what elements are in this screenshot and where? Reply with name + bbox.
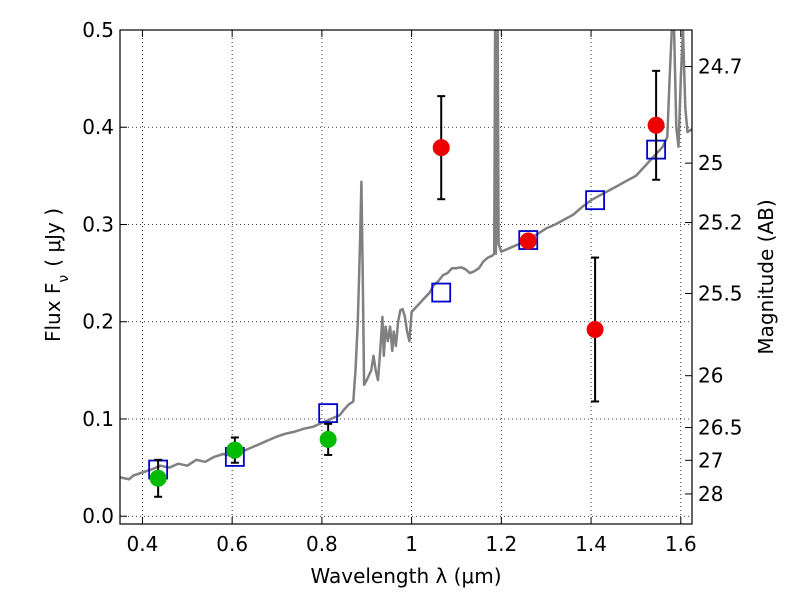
x-tick-label: 1.2 <box>485 532 517 556</box>
y-tick-label: 0.0 <box>82 504 114 528</box>
x-tick-label: 1.6 <box>665 532 697 556</box>
x-tick-label: 0.6 <box>216 532 248 556</box>
y2-tick-label: 28 <box>698 482 723 506</box>
x-tick-label: 0.8 <box>306 532 338 556</box>
model-photometry-square <box>585 190 605 211</box>
y2-tick-label: 25 <box>698 151 723 175</box>
infrared-data-point <box>647 116 665 134</box>
y-tick-label: 0.1 <box>82 407 114 431</box>
infrared-data-point <box>586 321 604 339</box>
y-axis-label-subscript: ν <box>56 275 72 283</box>
observed-points-layer <box>149 116 665 487</box>
x-tick-label: 1 <box>405 532 418 556</box>
y2-tick-label: 24.7 <box>698 55 743 79</box>
infrared-data-point <box>432 139 450 157</box>
y-tick-label: 0.4 <box>82 115 114 139</box>
y-tick-label: 0.3 <box>82 212 114 236</box>
model-spectrum-line <box>120 30 692 481</box>
optical-data-point <box>226 441 244 459</box>
model-photometry-square <box>318 403 339 424</box>
y-axis-label-main: Flux F <box>41 283 65 342</box>
y-axis-label-unit: ( μJy ) <box>41 208 65 267</box>
y2-tick-label: 25.5 <box>698 281 743 305</box>
y2-tick-label: 27 <box>698 448 723 472</box>
y2-tick-label: 26 <box>698 364 723 388</box>
x-axis-label: Wavelength λ (μm) <box>310 564 501 588</box>
infrared-data-point <box>519 232 537 250</box>
model-photometry-square <box>431 282 452 303</box>
x-tick-label: 1.4 <box>575 532 607 556</box>
tick-labels: 0.4 0.6 0.8 1 1.2 1.4 1.6 0.0 0.1 0.2 0.3 0.4 0.5 24.… <box>82 18 742 556</box>
model-spectrum-layer <box>120 30 692 481</box>
plot-frame <box>119 29 693 525</box>
x-tick-label: 0.4 <box>127 532 159 556</box>
ticks <box>120 29 692 524</box>
optical-data-point <box>149 469 167 487</box>
optical-data-point <box>319 430 337 448</box>
y-tick-label: 0.2 <box>82 310 114 334</box>
y-axis-label: Flux Fν ( μJy ) <box>41 208 72 342</box>
y2-axis-label: Magnitude (AB) <box>754 199 778 354</box>
y-tick-label: 0.5 <box>82 18 114 42</box>
y2-tick-label: 26.5 <box>698 416 743 440</box>
y2-tick-label: 25.2 <box>698 211 743 235</box>
